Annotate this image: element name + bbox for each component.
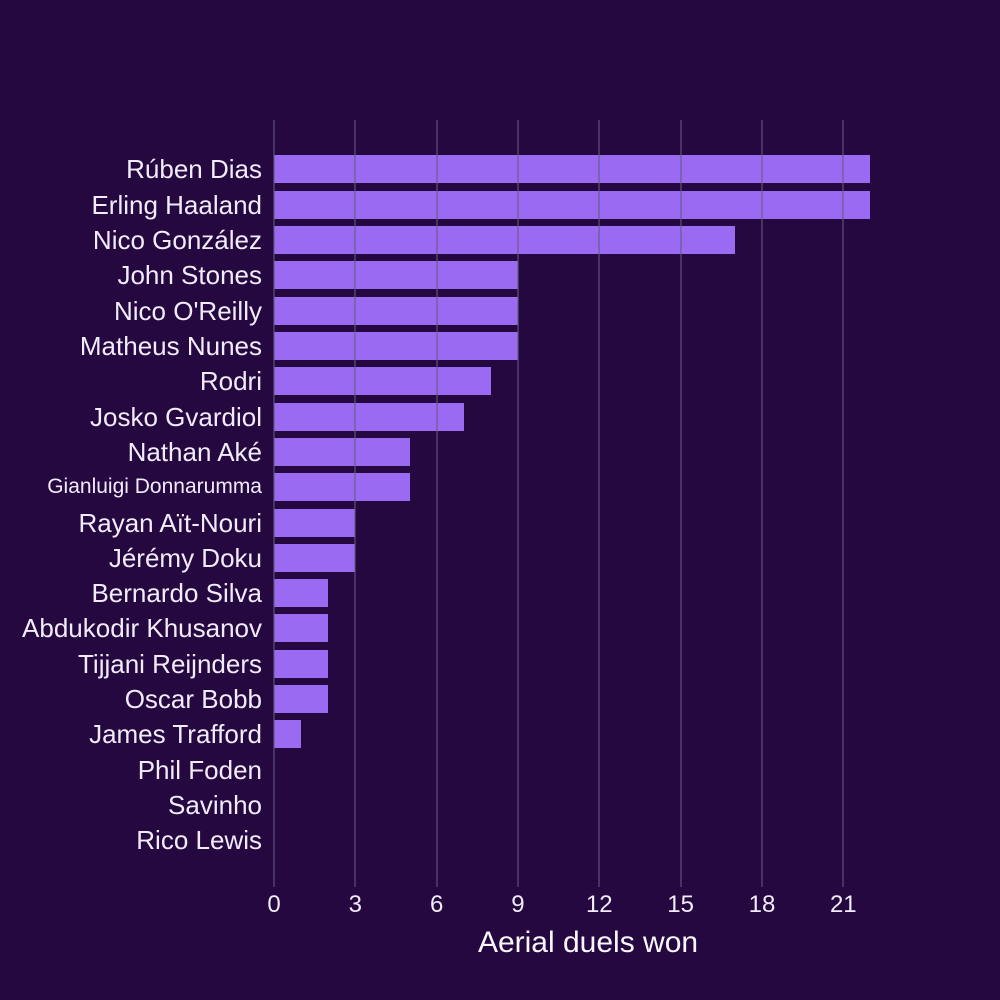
bar xyxy=(274,402,464,431)
category-label: Tijjani Reijnders xyxy=(78,648,262,679)
gridline xyxy=(516,120,519,887)
bar xyxy=(274,543,356,572)
bar xyxy=(274,649,329,678)
y-axis-category-labels: Rúben Dias Erling Haaland Nico González Joh… xyxy=(0,120,262,887)
gridline xyxy=(760,120,763,887)
category-label: Rúben Dias xyxy=(126,154,262,185)
category-label: Nathan Aké xyxy=(127,436,262,467)
category-label: Josko Gvardiol xyxy=(90,401,262,432)
category-label: Phil Foden xyxy=(137,754,262,785)
bar xyxy=(274,508,356,537)
bar xyxy=(274,720,302,749)
category-label: Rodri xyxy=(199,366,262,397)
category-label: John Stones xyxy=(117,260,262,291)
gridline xyxy=(354,120,357,887)
x-tick-label: 3 xyxy=(348,891,362,918)
category-label: Rayan Aït-Nouri xyxy=(78,507,262,538)
bar xyxy=(274,473,410,502)
x-tick-label: 9 xyxy=(511,891,525,918)
bar xyxy=(274,367,491,396)
bar xyxy=(274,685,329,714)
x-axis-title: Aerial duels won xyxy=(477,926,699,959)
category-label: Savinho xyxy=(168,790,262,821)
x-tick-label: 21 xyxy=(829,891,857,918)
bar xyxy=(274,225,735,254)
bar xyxy=(274,579,329,608)
category-label: Bernardo Silva xyxy=(91,578,262,609)
bar xyxy=(274,331,518,360)
gridline xyxy=(679,120,682,887)
category-label: Oscar Bobb xyxy=(124,684,262,715)
bar xyxy=(274,155,871,184)
x-tick-label: 15 xyxy=(667,891,694,918)
bar xyxy=(274,614,329,643)
x-tick-label: 12 xyxy=(585,891,613,918)
gridline xyxy=(273,120,275,887)
category-label: James Trafford xyxy=(89,719,262,750)
category-label: Rico Lewis xyxy=(136,825,262,856)
bar xyxy=(274,190,871,219)
category-label: Abdukodir Khusanov xyxy=(22,613,262,644)
category-label: Nico González xyxy=(92,224,262,255)
bar xyxy=(274,296,518,325)
bar xyxy=(274,437,410,466)
gridline xyxy=(435,120,438,887)
plot-area xyxy=(273,120,902,887)
bar xyxy=(274,261,518,290)
category-label: Gianluigi Donnarumma xyxy=(47,475,262,499)
x-tick-label: 0 xyxy=(267,891,281,918)
gridline xyxy=(598,120,601,887)
x-tick-label: 6 xyxy=(429,891,444,918)
category-label: Jérémy Doku xyxy=(108,542,262,573)
gridline xyxy=(842,120,845,887)
category-label: Erling Haaland xyxy=(91,189,262,220)
category-label: Nico O'Reilly xyxy=(114,295,262,326)
x-tick-label: 18 xyxy=(748,891,776,918)
category-label: Matheus Nunes xyxy=(79,330,262,361)
